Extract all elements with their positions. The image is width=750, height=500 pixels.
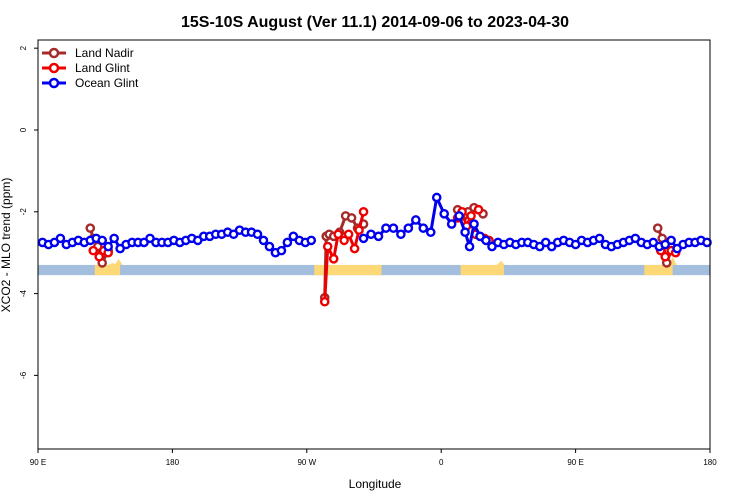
data-point xyxy=(381,223,391,233)
data-point xyxy=(328,254,339,264)
x-tick-label-5: 180 xyxy=(703,458,717,467)
legend-swatch-marker-1 xyxy=(48,62,60,74)
data-point xyxy=(473,204,484,215)
data-point xyxy=(431,192,442,203)
data-point xyxy=(425,227,436,238)
data-point xyxy=(396,229,406,240)
data-point xyxy=(460,227,470,238)
legend-swatch-marker-2 xyxy=(48,77,60,89)
data-point xyxy=(319,296,330,307)
plot-frame xyxy=(37,39,711,450)
x-tick-label-3: 0 xyxy=(439,458,444,467)
data-point xyxy=(55,233,66,244)
y-tick-label-4: -6 xyxy=(19,371,28,379)
chart-title: 15S-10S August (Ver 11.1) 2014-09-06 to … xyxy=(181,14,569,31)
data-point xyxy=(354,225,364,235)
series-layer xyxy=(37,192,712,307)
data-point xyxy=(594,233,605,244)
x-tick-label-4: 90 E xyxy=(567,458,583,467)
data-point xyxy=(258,235,269,246)
data-point xyxy=(418,223,429,233)
data-point xyxy=(88,245,99,256)
y-axis-label: XCO2 - MLO trend (ppm) xyxy=(0,178,13,313)
x-axis-label: Longitude xyxy=(349,477,402,491)
x-axis: 90 E 180 90 W 0 90 E 180 xyxy=(30,449,717,467)
data-point xyxy=(333,229,343,240)
data-point xyxy=(439,209,449,219)
data-point xyxy=(264,241,275,252)
data-point xyxy=(349,243,360,254)
data-point xyxy=(366,229,376,240)
data-point xyxy=(358,233,369,244)
data-point xyxy=(469,219,479,229)
data-point xyxy=(652,223,663,233)
data-point xyxy=(464,241,475,252)
land-band-2 xyxy=(460,264,504,276)
data-point xyxy=(702,237,712,248)
land-mound-0 xyxy=(114,258,123,265)
x-tick-label-2: 90 W xyxy=(297,458,316,467)
data-point xyxy=(481,235,491,246)
y-tick-label-3: -4 xyxy=(19,289,28,297)
data-point xyxy=(306,235,317,246)
data-point xyxy=(94,251,105,262)
data-point xyxy=(666,235,676,246)
legend-label-2: Ocean Glint xyxy=(75,76,139,90)
data-point xyxy=(388,223,399,233)
data-point xyxy=(103,241,113,252)
legend-swatch-marker-0 xyxy=(48,47,60,59)
land-mound-1 xyxy=(108,262,117,265)
y-tick-label-1: 0 xyxy=(19,127,28,132)
data-point xyxy=(343,229,354,240)
data-point xyxy=(282,237,293,248)
data-point xyxy=(660,251,671,262)
data-point xyxy=(454,211,464,221)
series-ocean-glint xyxy=(37,192,712,258)
y-tick-label-2: -2 xyxy=(19,208,28,216)
data-point xyxy=(446,219,457,229)
data-point xyxy=(411,215,421,225)
data-point xyxy=(252,229,263,240)
land-mound-3 xyxy=(496,260,505,265)
data-point xyxy=(276,245,287,256)
x-tick-label-1: 180 xyxy=(166,458,180,467)
legend-label-0: Land Nadir xyxy=(75,46,134,60)
data-point xyxy=(373,231,384,242)
land-mask xyxy=(38,256,710,276)
legend-label-1: Land Glint xyxy=(75,61,130,75)
y-tick-label-0: 2 xyxy=(19,45,28,50)
data-point xyxy=(346,213,357,223)
data-point xyxy=(358,206,369,217)
data-point xyxy=(339,235,349,246)
data-point xyxy=(466,211,476,221)
land-band-3 xyxy=(644,264,673,276)
data-point xyxy=(403,223,414,233)
land-band-1 xyxy=(314,264,382,276)
x-tick-label-0: 90 E xyxy=(30,458,46,467)
data-point xyxy=(322,241,333,252)
y-axis: 2 0 -2 -4 -6 xyxy=(19,45,38,379)
data-point xyxy=(85,223,96,233)
land-band-0 xyxy=(94,264,121,276)
data-point xyxy=(109,233,119,244)
data-point xyxy=(97,235,108,246)
